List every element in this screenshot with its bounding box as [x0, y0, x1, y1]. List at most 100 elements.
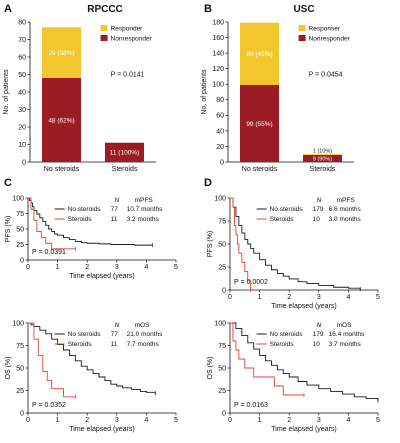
legend-swatch — [298, 25, 306, 31]
x-axis-label: Time elapsed (years) — [271, 303, 337, 310]
table-header-n: N — [115, 197, 120, 204]
y-tick-label: 40 — [18, 89, 26, 96]
x-tick-label: 0 — [228, 294, 232, 301]
x-tick-label: 0 — [228, 417, 232, 424]
x-axis-label: Time elapsed (years) — [69, 426, 135, 433]
y-tick-label: 0 — [222, 410, 226, 417]
legend-n: 10 — [313, 216, 321, 223]
y-axis-label: OS (%) — [5, 357, 12, 380]
y-tick-label: 80 — [216, 97, 224, 104]
x-tick-label: 1 — [56, 417, 60, 424]
legend-label: Steroids — [68, 341, 93, 348]
bar-data-label: 80 (45%) — [246, 51, 272, 58]
x-category-label: Steroids — [112, 166, 138, 173]
y-tick-label: 60 — [216, 113, 224, 120]
panel-title-b: USC — [293, 4, 314, 15]
y-axis-label: OS (%) — [207, 357, 214, 380]
km-chart-c-pfs: 0 25 50 75 100 0 1 2 3 4 5 Time elapsed (years) PFS … — [5, 195, 178, 280]
x-axis-label: Time elapsed (years) — [271, 426, 337, 433]
y-axis-label: No. of patients — [201, 69, 208, 115]
km-curve-steroids — [230, 322, 304, 396]
y-tick-label: 75 — [218, 343, 226, 350]
legend-median: 3.2 months — [127, 216, 160, 223]
x-tick-label: 4 — [346, 294, 350, 301]
legend-n: 179 — [313, 206, 324, 213]
legend-n: 10 — [313, 341, 321, 348]
y-tick-label: 25 — [16, 242, 24, 249]
y-tick-label: 30 — [18, 107, 26, 114]
y-tick-label: 50 — [16, 365, 24, 372]
p-value: P = 0.0163 — [234, 402, 268, 409]
km-chart-d-os: 0 25 50 75 100 0 1 2 3 4 5 Time elapsed (years) OS (… — [207, 320, 380, 433]
panel-letter-b: B — [204, 3, 212, 15]
legend-n: 11 — [111, 341, 118, 348]
legend-median: 3.0 months — [329, 216, 362, 223]
legend-label: No steroids — [270, 206, 304, 213]
x-tick-label: 2 — [287, 417, 291, 424]
x-tick-label: 4 — [144, 417, 148, 424]
table-header-median: mPFS — [337, 197, 356, 204]
km-curve-steroids — [230, 197, 252, 290]
y-tick-label: 75 — [16, 211, 24, 218]
x-tick-label: 4 — [144, 264, 148, 271]
y-tick-label: 20 — [216, 144, 224, 151]
legend-label: Steroids — [270, 216, 295, 223]
km-curve-no-steroids — [230, 322, 379, 401]
bar-nonresponder — [239, 85, 280, 162]
bar-responser — [302, 154, 343, 155]
legend-median: 10.7 months — [127, 206, 164, 213]
km-curve-no-steroids — [28, 322, 156, 394]
y-tick-label: 75 — [218, 218, 226, 225]
panel-letter-d: D — [204, 177, 212, 189]
legend-swatch — [298, 35, 306, 41]
legend-label: No steroids — [68, 331, 102, 338]
legend-swatch — [100, 25, 108, 31]
y-tick-label: 80 — [18, 19, 26, 26]
bar-data-label: 48 (62%) — [48, 117, 74, 124]
x-category-label: Steroids — [310, 166, 336, 173]
y-tick-label: 0 — [20, 257, 24, 264]
legend-median: 21.0 months — [127, 331, 164, 338]
y-tick-label: 100 — [214, 195, 226, 202]
y-tick-label: 40 — [216, 128, 224, 135]
y-tick-label: 10 — [18, 142, 26, 149]
km-curve-no-steroids — [230, 197, 361, 290]
y-tick-label: 0 — [20, 410, 24, 417]
legend-swatch — [100, 35, 108, 41]
panel-letter-c: C — [4, 177, 12, 189]
km-chart-d-pfs: 0 25 50 75 100 0 1 2 3 4 5 Time elapsed (years) PFS … — [207, 195, 380, 310]
bar-nonresponder — [104, 142, 145, 162]
p-value: P = 0.0391 — [32, 249, 66, 256]
y-tick-label: 0 — [22, 159, 26, 166]
legend-label: Responder — [111, 26, 144, 33]
y-tick-label: 140 — [212, 51, 224, 58]
y-tick-label: 100 — [12, 320, 24, 327]
y-tick-label: 25 — [218, 264, 226, 271]
p-value: P = 0.0002 — [234, 279, 268, 286]
x-tick-label: 2 — [85, 417, 89, 424]
legend-label: No steroids — [270, 331, 304, 338]
x-tick-label: 4 — [346, 417, 350, 424]
y-axis-label: PFS (%) — [5, 216, 12, 242]
km-curve-no-steroids — [28, 197, 153, 246]
legend-n: 77 — [111, 206, 119, 213]
bar-data-label: 11 (100%) — [110, 150, 140, 157]
x-tick-label: 2 — [287, 294, 291, 301]
y-tick-label: 0 — [220, 159, 224, 166]
legend-label: Nonresponder — [111, 36, 153, 43]
x-tick-label: 0 — [26, 264, 30, 271]
km-curve-steroids — [28, 197, 76, 250]
x-tick-label: 1 — [56, 264, 60, 271]
legend-n: 77 — [111, 331, 119, 338]
bar-data-label: 1 (10%) — [313, 149, 332, 155]
p-value: P = 0.0141 — [111, 72, 145, 79]
y-tick-label: 120 — [212, 66, 224, 73]
y-tick-label: 100 — [214, 320, 226, 327]
x-tick-label: 3 — [317, 294, 321, 301]
y-tick-label: 75 — [16, 343, 24, 350]
legend-n: 11 — [111, 216, 118, 223]
legend-label: No steroids — [68, 206, 102, 213]
panel-letter-a: A — [4, 3, 12, 15]
x-tick-label: 5 — [376, 294, 380, 301]
